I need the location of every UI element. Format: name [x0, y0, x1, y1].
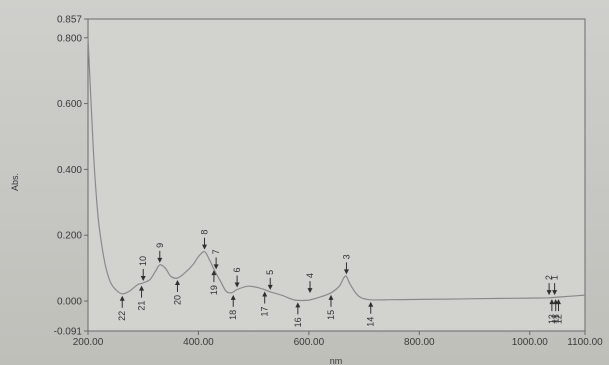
peak-label: 8 [200, 230, 210, 235]
x-tick-label: 800.00 [404, 337, 435, 348]
x-axis-label: nm [330, 356, 343, 365]
peak-marker: 2 [544, 275, 554, 296]
y-axis-label: Abs. [10, 173, 20, 191]
x-tick-label: 200.00 [73, 337, 104, 348]
x-tick-label: 600.00 [294, 337, 325, 348]
peak-marker: 17 [260, 291, 270, 317]
peak-marker: 6 [232, 268, 242, 288]
x-tick-label: 1000.00 [512, 337, 549, 348]
peak-marker: 8 [200, 230, 210, 250]
valley-label: 20 [172, 295, 182, 305]
peak-label: 5 [265, 270, 275, 275]
valley-label: 15 [326, 310, 336, 320]
valley-label: 19 [209, 285, 219, 295]
y-tick-label: 0.800 [57, 33, 82, 44]
peak-marker: 15 [326, 294, 336, 320]
plot-area-frame [87, 18, 586, 332]
peak-label: 3 [341, 254, 351, 259]
peak-label: 7 [211, 249, 221, 254]
y-tick-label: 0.200 [57, 231, 82, 242]
x-axis: 200.00 400.00 600.00 800.00 1000.00 1100.00 [73, 331, 603, 348]
peak-marker: 7 [211, 249, 221, 270]
peak-label: 1 [550, 275, 560, 280]
valley-label: 11 [551, 314, 561, 323]
y-tick-label: 0.600 [57, 99, 82, 110]
valley-label: 18 [228, 310, 238, 320]
valley-label: 16 [293, 317, 303, 327]
peak-marker: 10 [138, 256, 148, 281]
valley-label: 14 [366, 317, 376, 327]
peak-marker: 22 [117, 295, 127, 321]
peak-marker: 18 [228, 294, 238, 320]
peak-marker: 5 [265, 270, 275, 290]
peak-marker: 19 [209, 270, 219, 295]
peak-marker: 14 [366, 301, 376, 327]
y-axis: -0.091 0.000 0.200 0.400 0.600 0.800 0.857 [54, 15, 88, 338]
x-tick-label: 1100.00 [567, 337, 603, 348]
peak-marker: 3 [341, 254, 351, 275]
peak-label: 10 [138, 256, 148, 266]
peak-marker: 20 [172, 280, 182, 305]
valley-label: 12 [553, 314, 563, 324]
series-line [87, 37, 586, 302]
y-tick-label: 0.857 [57, 15, 82, 26]
peak-marker: 1 [550, 275, 560, 296]
peak-label: 6 [232, 268, 242, 273]
valley-label: 17 [260, 307, 270, 317]
peak-marker: 4 [305, 273, 315, 294]
valley-label: 21 [137, 301, 147, 311]
valley-label: 13 [547, 314, 557, 324]
peak-label: 9 [155, 243, 165, 248]
peak-label: 2 [544, 275, 554, 280]
peak-marker: 13 [547, 299, 557, 324]
peak-label: 4 [305, 273, 315, 278]
x-tick-label: 400.00 [183, 337, 214, 348]
y-tick-label: 0.000 [57, 297, 82, 308]
peak-marker: 12 [553, 299, 563, 324]
peak-marker: 21 [137, 285, 147, 311]
y-tick-label: -0.091 [54, 327, 83, 338]
y-tick-label: 0.400 [57, 165, 82, 176]
valley-label: 22 [117, 311, 127, 321]
peak-marker: 9 [155, 243, 165, 263]
peak-marker: 16 [293, 302, 303, 327]
